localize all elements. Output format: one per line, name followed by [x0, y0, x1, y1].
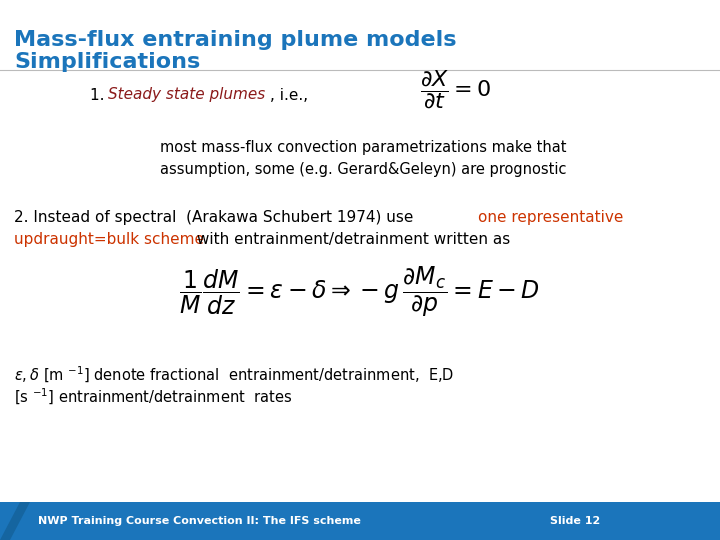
- Text: [s $^{-1}$] entrainment/detrainment  rates: [s $^{-1}$] entrainment/detrainment rate…: [14, 387, 292, 407]
- Text: , i.e.,: , i.e.,: [270, 87, 308, 103]
- Polygon shape: [0, 502, 30, 540]
- Text: Mass-flux entraining plume models: Mass-flux entraining plume models: [14, 30, 456, 50]
- Bar: [0, 502, 720, 540]
- Text: with entrainment/detrainment written as: with entrainment/detrainment written as: [192, 232, 510, 247]
- Text: Simplifications: Simplifications: [14, 52, 200, 72]
- Text: $\dfrac{1}{M}\dfrac{dM}{dz} = \varepsilon - \delta \Rightarrow -g\,\dfrac{\parti: $\dfrac{1}{M}\dfrac{dM}{dz} = \varepsilo…: [179, 265, 541, 319]
- Text: $\varepsilon,\delta$ [m $^{-1}$] denote fractional  entrainment/detrainment,  E,: $\varepsilon,\delta$ [m $^{-1}$] denote …: [14, 365, 454, 385]
- Text: one representative: one representative: [478, 210, 624, 225]
- Text: $\dfrac{\partial X}{\partial t} = 0$: $\dfrac{\partial X}{\partial t} = 0$: [420, 69, 492, 111]
- Text: updraught=bulk scheme: updraught=bulk scheme: [14, 232, 204, 247]
- Text: assumption, some (e.g. Gerard&Geleyn) are prognostic: assumption, some (e.g. Gerard&Geleyn) ar…: [160, 162, 567, 177]
- Text: NWP Training Course Convection II: The IFS scheme: NWP Training Course Convection II: The I…: [38, 516, 361, 526]
- Text: 2. Instead of spectral  (Arakawa Schubert 1974) use: 2. Instead of spectral (Arakawa Schubert…: [14, 210, 418, 225]
- Text: Steady state plumes: Steady state plumes: [108, 87, 265, 103]
- Text: 1.: 1.: [90, 87, 109, 103]
- Text: Ⓢ ECMWF: Ⓢ ECMWF: [660, 514, 720, 529]
- Text: most mass-flux convection parametrizations make that: most mass-flux convection parametrizatio…: [160, 140, 567, 155]
- Text: Slide 12: Slide 12: [550, 516, 600, 526]
